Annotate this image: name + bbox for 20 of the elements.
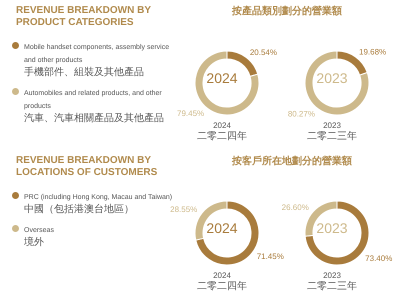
- text: 2024: [205, 69, 239, 88]
- text: 2024: [205, 219, 239, 238]
- data-label: 73.40%: [365, 254, 392, 263]
- data-label: 19.68%: [359, 48, 386, 57]
- chart-title: REVENUE BREAKDOWN BY PRODUCT CATEGORIES: [16, 5, 152, 29]
- chart-subtitle: 按產品類別劃分的營業額: [232, 4, 342, 18]
- text: 2023 二零二三年: [306, 270, 358, 292]
- text: 2024 二零二四年: [196, 270, 248, 292]
- data-label: 26.60%: [282, 203, 309, 212]
- text: 2023: [315, 69, 349, 88]
- data-label: 28.55%: [170, 204, 198, 214]
- data-label: 79.45%: [177, 108, 204, 118]
- text: 2024 二零二四年: [196, 120, 248, 142]
- chart-title: REVENUE BREAKDOWN BY LOCATIONS OF CUSTOMERS: [16, 155, 158, 179]
- data-label: 80.27%: [288, 109, 315, 118]
- text: 2023 二零二三年: [306, 120, 358, 142]
- data-label: 71.45%: [256, 252, 284, 262]
- chart-subtitle: 按客戶所在地劃分的營業額: [232, 154, 352, 168]
- data-label: 20.54%: [250, 48, 277, 58]
- text: 2023: [315, 219, 349, 238]
